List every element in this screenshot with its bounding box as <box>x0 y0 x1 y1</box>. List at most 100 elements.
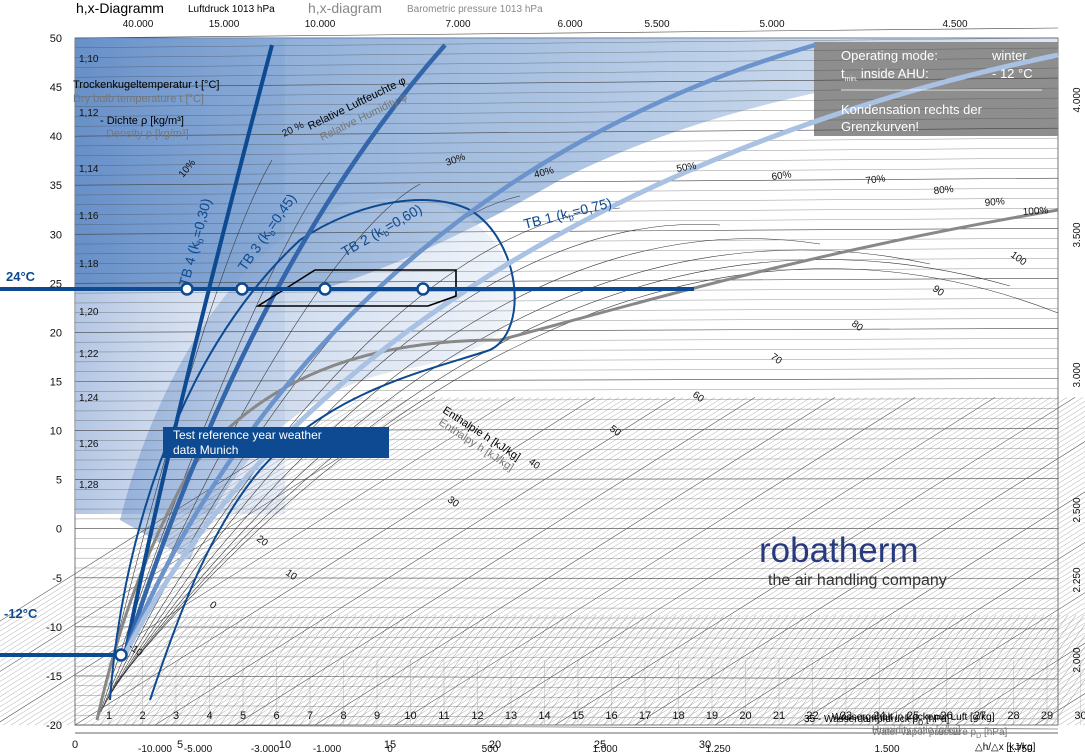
y-tick: 45 <box>50 82 62 94</box>
isotherm-line <box>74 47 1059 58</box>
enthalpy-line <box>386 397 908 726</box>
enthalpy-line <box>2 397 524 726</box>
enthalpy-line <box>466 397 988 726</box>
hatch-line <box>907 614 989 726</box>
moisture-grid <box>108 660 1081 725</box>
hatch-line <box>523 614 605 726</box>
enthalpy-line <box>98 397 620 726</box>
x-tick: 20 <box>739 710 751 722</box>
isotherm-line <box>74 695 1059 700</box>
isotherm-line <box>74 458 1059 461</box>
enthalpy-line <box>770 527 1085 726</box>
ratio-right-tick: 2.250 <box>1072 567 1083 592</box>
enthalpy-line <box>50 397 572 726</box>
enthalpy-line <box>554 397 1076 726</box>
marker-minus12c: -12°C <box>4 606 38 621</box>
enthalpy-line <box>570 401 1085 726</box>
x-tick: 3 <box>173 710 179 722</box>
hatch-line <box>99 614 181 726</box>
hatch-line <box>1019 635 1085 726</box>
isotherm-line <box>74 308 1059 313</box>
info-box: Operating mode: winter tmin. inside AHU: … <box>841 48 1042 134</box>
enthalpy-line <box>346 397 868 726</box>
enthalpy-line <box>538 397 1060 726</box>
enthalpy-line <box>10 397 532 726</box>
ratio-bottom-tick: 1.500 <box>874 744 899 754</box>
density-tick: 1,20 <box>79 307 99 318</box>
ratio-top-tick: 40.000 <box>123 19 154 30</box>
isotherm-line <box>74 298 1059 304</box>
fog-region-hatch <box>99 614 1085 726</box>
hatch-line <box>667 614 749 726</box>
hatch-line <box>971 614 1053 726</box>
rh-curve <box>114 268 1059 685</box>
hatch-line <box>243 614 325 726</box>
hatch-line <box>611 614 693 726</box>
ratio-right-tick: 2.500 <box>1072 497 1083 522</box>
rh-tick: 100% <box>1022 205 1048 218</box>
enthalpy-line <box>906 612 1085 726</box>
enthalpy-line <box>378 397 900 726</box>
x-tick: 11 <box>438 710 449 722</box>
rh-tick: 70% <box>865 173 886 187</box>
isotherm-line <box>74 198 1059 205</box>
x-label-de: Wassergehalt in trockener Luft [g/kg] <box>832 712 995 723</box>
isotherm-line <box>74 127 1059 137</box>
hatch-line <box>739 614 821 726</box>
info-mode-value: winter <box>991 48 1027 63</box>
pressure-tick: 5 <box>177 739 183 751</box>
ratio-bottom-tick: 1.000 <box>592 744 617 754</box>
pressure-tick-labels: 0 5 10 15 20 25 30 <box>72 739 711 751</box>
hatch-line <box>275 614 357 726</box>
hatch-line <box>923 614 1005 726</box>
isotherm-line <box>74 268 1059 274</box>
hatch-line <box>955 614 1037 726</box>
hatch-line <box>891 614 973 726</box>
pressure-tick: 25 <box>594 739 606 751</box>
hatch-line <box>651 614 733 726</box>
rh-tick: 60% <box>771 169 792 183</box>
info-warning-line2: Grenzkurven! <box>841 119 919 134</box>
hatch-line <box>819 614 901 726</box>
hatch-line <box>499 614 581 726</box>
hatch-line <box>771 614 853 726</box>
enthalpy-line <box>474 397 996 726</box>
y-tick-labels: -20 -15 -10 -5 0 5 10 15 20 25 30 35 40 45 50 <box>46 33 62 732</box>
isotherm-line <box>74 318 1059 323</box>
ratio-bottom-tick: -3.000 <box>251 744 280 754</box>
isotherm-line <box>74 188 1059 196</box>
enthalpy-line <box>714 491 1085 726</box>
hatch-line <box>123 614 205 726</box>
series-tb2-curve <box>122 42 816 656</box>
hatch-line <box>531 614 613 726</box>
enthalpy-line <box>210 397 732 726</box>
enthalpy-line <box>594 416 1085 726</box>
isotherm-line <box>74 107 1059 117</box>
enthalpy-line <box>706 486 1085 726</box>
hatch-line <box>507 614 589 726</box>
enthalpy-line <box>306 397 828 726</box>
pressure-tick: 0 <box>72 739 78 751</box>
enthalpy-line <box>938 632 1085 726</box>
hatch-line <box>259 614 341 726</box>
enthalpy-line <box>922 622 1085 726</box>
enthalpy-line <box>394 397 916 726</box>
ratio-top-labels: 40.000 15.000 10.000 7.000 6.000 5.500 5.000 4.… <box>123 19 968 30</box>
enthalpy-line <box>330 397 852 726</box>
hatch-line <box>699 614 781 726</box>
enthalpy-line <box>0 397 516 723</box>
hatch-line <box>579 614 661 726</box>
x-tick: 6 <box>273 710 279 722</box>
y-tick: 35 <box>50 180 62 192</box>
enthalpy-line <box>442 397 964 726</box>
enthalpy-line <box>730 501 1085 726</box>
hatch-line <box>283 614 365 726</box>
enthalpy-line <box>754 516 1085 726</box>
hatch-line <box>411 614 493 726</box>
isotherm-line <box>74 378 1059 382</box>
density-tick: 1,16 <box>79 211 99 222</box>
hatch-line <box>563 614 645 726</box>
rh-tick: 90% <box>984 196 1005 209</box>
pressure-tick: 15 <box>384 739 396 751</box>
enthalpy-line <box>610 426 1085 726</box>
